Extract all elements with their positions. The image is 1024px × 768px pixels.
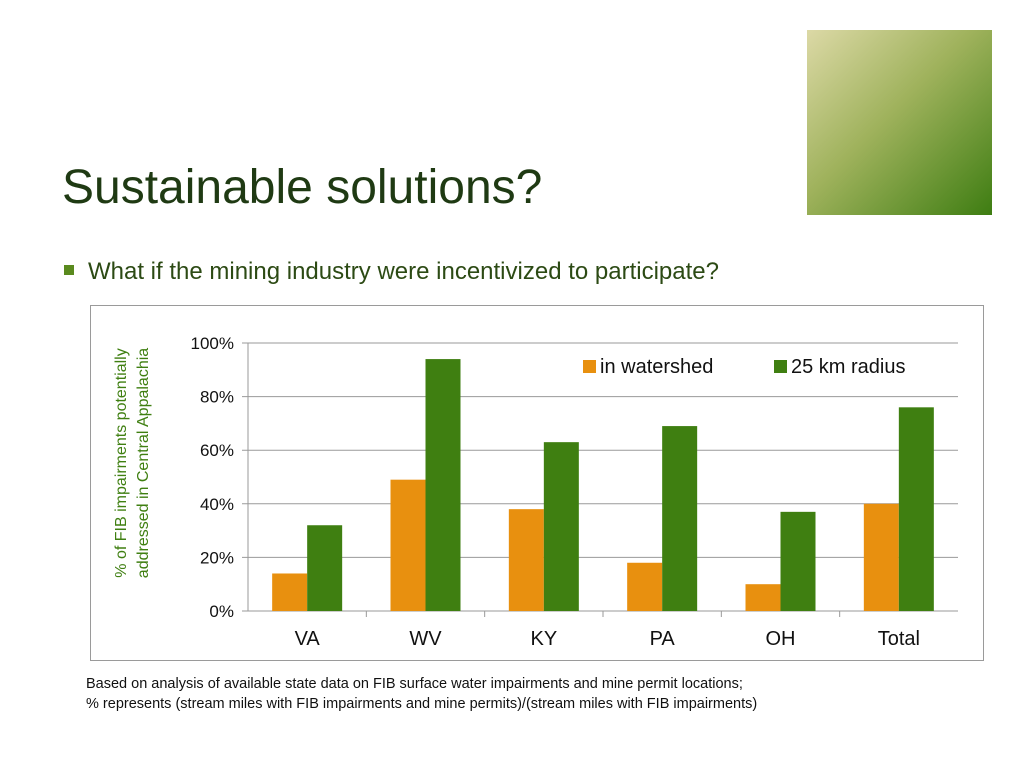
legend-label: 25 km radius: [791, 356, 906, 378]
y-tick-label: 20%: [200, 548, 234, 567]
gridlines: [242, 342, 958, 617]
y-tick-label: 100%: [191, 334, 234, 353]
chart-canvas: 0% 20% 40% 60% 80% 100% % of FIB impairments …: [113, 334, 958, 650]
bar-oh-25km-radius: [780, 511, 816, 611]
x-tick-label: KY: [530, 628, 557, 650]
y-tick-label: 60%: [200, 441, 234, 460]
slide-title: Sustainable solutions?: [62, 161, 543, 214]
bar-ky-25km-radius: [543, 442, 579, 611]
y-tick-label: 0%: [209, 602, 234, 621]
bullet-text: What if the mining industry were incenti…: [88, 258, 719, 285]
bullet-point: What if the mining industry were incenti…: [64, 258, 719, 286]
bar-total-25km-radius: [898, 407, 934, 611]
decorative-gradient-square: [807, 30, 992, 215]
square-bullet-icon: [64, 264, 74, 275]
legend-label: in watershed: [600, 356, 713, 378]
x-tick-labels: VA WV KY PA OH Total: [295, 628, 920, 650]
bar-chart: 0% 20% 40% 60% 80% 100% % of FIB impairments …: [90, 305, 984, 661]
footnote-line-1: Based on analysis of available state dat…: [86, 676, 743, 692]
bar-oh-in-watershed: [745, 584, 781, 611]
bar-pa-in-watershed: [627, 562, 663, 611]
footnote: Based on analysis of available state dat…: [86, 674, 757, 714]
x-tick-label: VA: [295, 628, 321, 650]
x-tick-label: WV: [409, 628, 442, 650]
x-tick-label: Total: [878, 628, 920, 650]
y-axis-label-line-1: % of FIB impairments potentially: [113, 348, 130, 577]
bars: [272, 359, 934, 611]
legend: in watershed 25 km radius: [583, 356, 906, 378]
y-tick-label: 40%: [200, 495, 234, 514]
bar-va-in-watershed: [272, 573, 308, 611]
bar-total-in-watershed: [863, 503, 899, 611]
x-tick-label: OH: [766, 628, 796, 650]
y-tick-label: 80%: [200, 388, 234, 407]
y-tick-labels: 0% 20% 40% 60% 80% 100%: [191, 334, 234, 621]
footnote-line-2: % represents (stream miles with FIB impa…: [86, 696, 758, 712]
bar-pa-25km-radius: [662, 426, 698, 611]
y-axis-label-line-2: addressed in Central Appalachia: [135, 348, 152, 578]
legend-swatch: [774, 360, 787, 373]
bar-ky-in-watershed: [508, 509, 544, 611]
bar-wv-in-watershed: [390, 479, 426, 611]
bar-wv-25km-radius: [425, 359, 461, 611]
legend-swatch: [583, 360, 596, 373]
x-tick-label: PA: [650, 628, 676, 650]
bar-va-25km-radius: [307, 525, 343, 611]
